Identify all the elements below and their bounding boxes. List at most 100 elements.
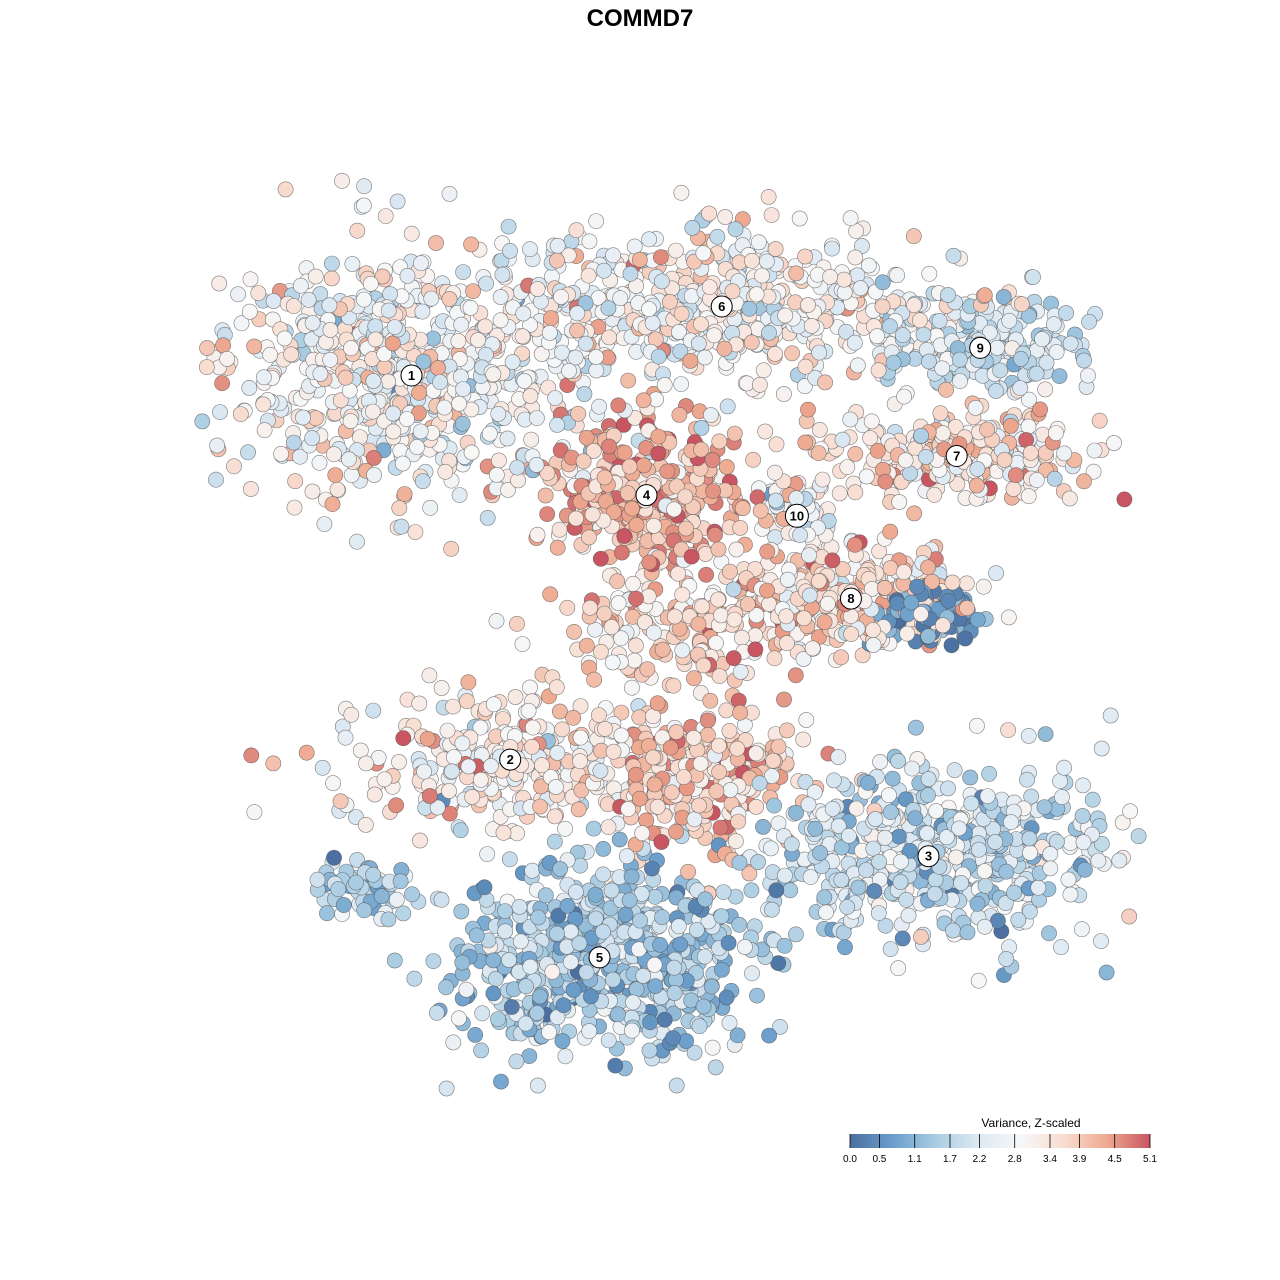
- data-point: [1022, 844, 1038, 861]
- data-point: [362, 275, 379, 292]
- data-point: [874, 298, 891, 315]
- data-point: [763, 207, 780, 223]
- data-point: [522, 388, 539, 404]
- data-point: [691, 797, 707, 814]
- data-point: [343, 340, 359, 357]
- data-point: [719, 398, 736, 415]
- data-point: [458, 981, 475, 998]
- data-point: [412, 423, 429, 440]
- data-point: [890, 960, 907, 977]
- data-point: [436, 399, 453, 416]
- data-point: [837, 939, 853, 956]
- data-point: [686, 670, 702, 687]
- data-point: [998, 863, 1015, 880]
- data-point: [265, 293, 282, 309]
- data-point: [803, 317, 820, 334]
- data-point: [389, 193, 406, 210]
- data-point: [996, 451, 1013, 468]
- data-point: [1022, 444, 1039, 461]
- data-point: [766, 650, 783, 667]
- data-point: [530, 1077, 546, 1094]
- data-point: [1013, 296, 1030, 313]
- data-point: [814, 471, 831, 488]
- data-point: [603, 619, 620, 635]
- data-point: [727, 833, 744, 850]
- data-point: [578, 429, 595, 446]
- data-point: [804, 640, 821, 657]
- data-point: [921, 353, 937, 370]
- data-point: [399, 411, 415, 427]
- data-point: [654, 909, 670, 926]
- data-point: [386, 319, 403, 335]
- data-point: [712, 819, 729, 836]
- data-point: [903, 594, 920, 611]
- data-point: [717, 209, 734, 225]
- cluster-label-text: 10: [790, 508, 804, 523]
- data-point: [830, 749, 847, 765]
- data-point: [1000, 722, 1016, 738]
- data-point: [768, 436, 785, 453]
- data-point: [380, 302, 397, 319]
- data-point: [553, 288, 569, 305]
- data-point: [1000, 609, 1017, 626]
- data-point: [212, 404, 228, 420]
- data-point: [358, 755, 374, 772]
- data-point: [718, 702, 735, 719]
- data-point: [737, 939, 753, 955]
- data-point: [846, 334, 863, 351]
- data-point: [628, 981, 645, 998]
- data-point: [778, 608, 795, 625]
- data-point: [959, 600, 975, 616]
- data-point: [1114, 814, 1131, 831]
- data-point: [507, 689, 524, 705]
- data-point: [906, 297, 922, 313]
- data-point: [726, 611, 743, 628]
- data-point: [463, 236, 479, 253]
- data-point: [940, 287, 956, 303]
- data-point: [364, 403, 381, 420]
- data-point: [614, 544, 630, 561]
- data-point: [226, 458, 242, 475]
- data-point: [610, 397, 627, 414]
- data-point: [554, 1033, 571, 1049]
- data-point: [849, 357, 866, 374]
- data-point: [718, 459, 735, 475]
- data-point: [776, 691, 792, 708]
- data-point: [373, 888, 390, 905]
- data-point: [768, 882, 785, 899]
- data-point: [613, 704, 630, 721]
- data-point: [713, 908, 730, 925]
- data-point: [443, 763, 460, 780]
- data-point: [656, 1011, 673, 1028]
- data-point: [710, 541, 727, 558]
- legend-tick-label: 2.2: [972, 1154, 986, 1165]
- data-point: [467, 1027, 484, 1043]
- data-point: [666, 985, 683, 1001]
- data-point: [969, 895, 986, 912]
- data-point: [425, 953, 442, 969]
- data-point: [1023, 788, 1040, 805]
- data-point: [1116, 491, 1133, 508]
- legend-tick-label: 5.1: [1143, 1154, 1157, 1165]
- data-point: [1102, 707, 1119, 724]
- data-point: [836, 271, 852, 288]
- data-point: [1091, 412, 1108, 429]
- data-point: [392, 873, 409, 890]
- data-point: [1086, 442, 1103, 459]
- data-point: [915, 326, 932, 343]
- data-point: [625, 575, 641, 592]
- cluster-label-text: 6: [718, 299, 725, 314]
- data-point: [695, 657, 712, 674]
- data-point: [732, 520, 749, 536]
- data-point: [1081, 313, 1097, 330]
- data-point: [391, 500, 408, 516]
- data-point: [295, 409, 311, 426]
- data-point: [654, 273, 670, 290]
- data-point: [1093, 835, 1110, 852]
- data-point: [581, 529, 597, 546]
- data-point: [304, 483, 321, 500]
- data-point: [616, 444, 633, 461]
- data-point: [685, 730, 702, 746]
- data-point: [549, 925, 565, 942]
- data-point: [595, 923, 611, 940]
